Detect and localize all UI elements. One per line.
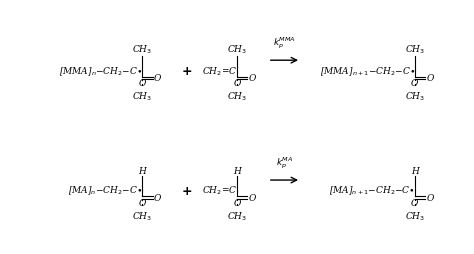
- Text: O: O: [427, 74, 434, 83]
- Text: [MMA]$_{n}$−CH$_2$−C$\bullet$: [MMA]$_{n}$−CH$_2$−C$\bullet$: [59, 65, 142, 77]
- Text: O: O: [411, 198, 419, 207]
- Text: [MA]$_{n}$−CH$_2$−C$\bullet$: [MA]$_{n}$−CH$_2$−C$\bullet$: [68, 184, 142, 197]
- Text: H: H: [138, 166, 146, 175]
- Text: CH$_3$: CH$_3$: [405, 90, 425, 102]
- Text: [MMA]$_{n+1}$−CH$_2$−C$\bullet$: [MMA]$_{n+1}$−CH$_2$−C$\bullet$: [319, 65, 415, 77]
- Text: O: O: [154, 74, 162, 83]
- Text: O: O: [233, 78, 241, 87]
- Text: O: O: [154, 194, 162, 202]
- Text: CH$_3$: CH$_3$: [132, 90, 152, 102]
- Text: H: H: [411, 166, 419, 175]
- Text: O: O: [249, 194, 256, 202]
- Text: [MA]$_{n+1}$−CH$_2$−C$\bullet$: [MA]$_{n+1}$−CH$_2$−C$\bullet$: [329, 184, 415, 197]
- Text: CH$_3$: CH$_3$: [132, 209, 152, 222]
- Text: +: +: [182, 65, 192, 77]
- Text: O: O: [138, 198, 146, 207]
- Text: CH$_3$: CH$_3$: [132, 43, 152, 56]
- Text: CH$_3$: CH$_3$: [405, 43, 425, 56]
- Text: O: O: [249, 74, 256, 83]
- Text: CH$_3$: CH$_3$: [227, 90, 247, 102]
- Text: CH$_3$: CH$_3$: [405, 209, 425, 222]
- Text: CH$_3$: CH$_3$: [227, 43, 247, 56]
- Text: $k_p^{\mathit{MMA}}$: $k_p^{\mathit{MMA}}$: [273, 35, 296, 51]
- Text: CH$_3$: CH$_3$: [227, 209, 247, 222]
- Text: O: O: [427, 194, 434, 202]
- Text: H: H: [233, 166, 241, 175]
- Text: O: O: [411, 78, 419, 87]
- Text: +: +: [182, 184, 192, 197]
- Text: $k_p^{\mathit{MA}}$: $k_p^{\mathit{MA}}$: [276, 155, 293, 170]
- Text: O: O: [233, 198, 241, 207]
- Text: O: O: [138, 78, 146, 87]
- Text: CH$_2$=C: CH$_2$=C: [201, 184, 237, 197]
- Text: CH$_2$=C: CH$_2$=C: [201, 65, 237, 77]
